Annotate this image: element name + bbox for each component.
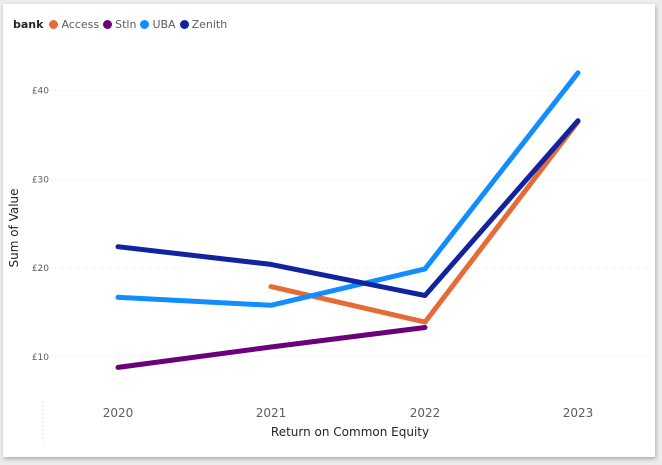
series-line-stln[interactable]	[115, 325, 428, 370]
x-tick-label: 2022	[410, 406, 441, 420]
legend-marker	[103, 20, 113, 29]
y-tick-label: £30	[32, 175, 49, 185]
legend-label: Zenith	[191, 18, 228, 31]
legend-item-zenith[interactable]: Zenith	[179, 18, 228, 31]
series-lines	[115, 70, 581, 370]
line-chart: £10 £20 £30 £40 2020 2021 2022 2023 Return on …	[7, 70, 648, 444]
y-tick-label: £20	[32, 264, 49, 274]
x-tick-label: 2020	[103, 406, 134, 420]
y-axis-title: Sum of Value	[7, 188, 21, 267]
chart-card: bank Access Stln UBA Zenith £10 £20 £30 £40…	[3, 4, 655, 457]
legend-label: UBA	[152, 18, 176, 31]
legend-item-uba[interactable]: UBA	[140, 18, 176, 31]
legend-label: Stln	[115, 18, 137, 31]
legend-marker	[49, 20, 59, 29]
series-line-zenith[interactable]	[115, 118, 581, 298]
legend-title: bank	[13, 18, 44, 31]
x-axis: 2020 2021 2022 2023	[103, 406, 594, 420]
series-line-access[interactable]	[268, 119, 581, 325]
gridlines	[42, 90, 648, 444]
x-tick-label: 2023	[563, 406, 594, 420]
legend-marker	[179, 20, 189, 29]
legend-marker	[140, 20, 150, 29]
y-tick-label: £10	[32, 353, 49, 363]
y-axis: £10 £20 £30 £40	[32, 87, 49, 363]
x-axis-title: Return on Common Equity	[271, 425, 429, 439]
x-tick-label: 2021	[256, 406, 287, 420]
legend-item-access[interactable]: Access	[49, 18, 99, 31]
legend-label: Access	[61, 18, 100, 31]
legend: bank Access Stln UBA Zenith	[13, 18, 231, 31]
y-tick-label: £40	[32, 87, 49, 97]
series-line-uba[interactable]	[115, 70, 581, 308]
legend-item-stln[interactable]: Stln	[103, 18, 136, 31]
